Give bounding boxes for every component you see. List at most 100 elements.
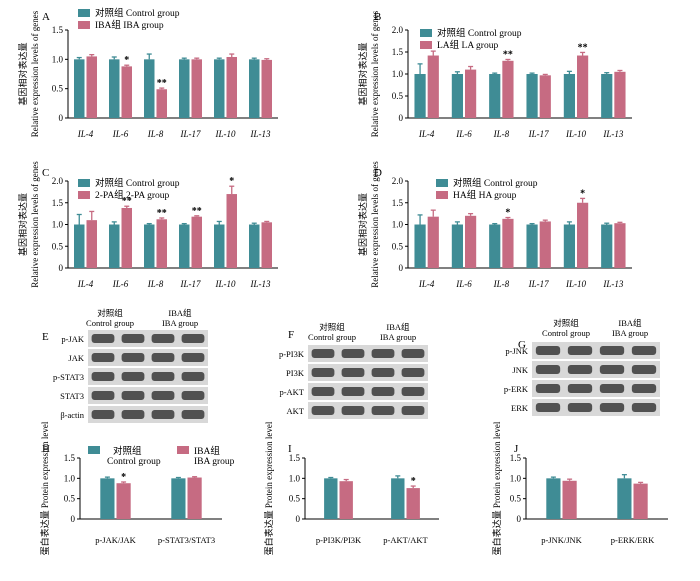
bar bbox=[465, 69, 477, 118]
blot-row-label: p-JAK bbox=[61, 334, 85, 344]
significance-mark: ** bbox=[192, 206, 202, 217]
y-axis-label: 基因相对表达量 bbox=[17, 193, 28, 256]
legend-swatch bbox=[78, 179, 90, 187]
blot-band bbox=[401, 406, 425, 415]
y-axis-label: 基因相对表达量 bbox=[357, 193, 368, 256]
blot-row-label: JAK bbox=[68, 353, 84, 363]
panel-label: D bbox=[374, 167, 382, 179]
bar bbox=[249, 59, 260, 118]
bar bbox=[171, 478, 186, 519]
legend-label: 2-PA组 2-PA group bbox=[95, 189, 170, 201]
blot-band bbox=[567, 365, 593, 374]
x-tick-label: IL-10 bbox=[565, 129, 586, 139]
x-tick-label: IL-17 bbox=[528, 129, 549, 139]
blot-strip bbox=[88, 330, 208, 347]
y-tick-label: 0.5 bbox=[52, 241, 64, 251]
panel-label: H bbox=[42, 443, 50, 455]
y-axis-label: 蛋白表达量 Protein expression level bbox=[39, 421, 50, 555]
blot-band bbox=[599, 403, 625, 412]
blot-band bbox=[91, 391, 115, 400]
blot-band bbox=[401, 349, 425, 358]
x-tick-label: p-PI3K/PI3K bbox=[316, 535, 362, 545]
blot-band bbox=[121, 334, 145, 343]
blot-strip bbox=[88, 387, 208, 404]
blot-header: Control group bbox=[308, 332, 356, 342]
y-tick-label: 1.5 bbox=[392, 198, 404, 208]
blot-header: IBA group bbox=[380, 332, 416, 342]
blot-band bbox=[631, 403, 657, 412]
blot-band bbox=[341, 349, 365, 358]
blot-strip bbox=[88, 349, 208, 366]
x-tick-label: p-ERK/ERK bbox=[611, 535, 655, 545]
y-tick-label: 0.5 bbox=[289, 494, 301, 504]
bar bbox=[546, 478, 561, 519]
x-tick-label: IL-6 bbox=[112, 129, 129, 139]
x-tick-label: p-STAT3/STAT3 bbox=[158, 535, 215, 545]
blot-strip bbox=[308, 345, 428, 362]
y-tick-label: 0.5 bbox=[64, 494, 76, 504]
blot-header: IBA组 bbox=[168, 308, 192, 318]
y-tick-label: 1.5 bbox=[52, 25, 64, 35]
y-tick-label: 1.5 bbox=[392, 47, 404, 57]
x-tick-label: IL-4 bbox=[77, 129, 94, 139]
blot-band bbox=[181, 372, 205, 381]
legend-swatch bbox=[436, 179, 448, 187]
significance-mark: * bbox=[505, 208, 510, 219]
blot-band bbox=[181, 410, 205, 419]
bar bbox=[617, 478, 632, 519]
legend-label: 对照组 Control group bbox=[437, 27, 522, 39]
bar bbox=[156, 219, 167, 268]
y-tick-label: 1.0 bbox=[510, 473, 522, 483]
bar bbox=[179, 59, 190, 118]
y-axis-label: 蛋白表达量 Protein expression level bbox=[263, 421, 274, 555]
blot-band bbox=[91, 410, 115, 419]
y-tick-label: 1.5 bbox=[52, 198, 64, 208]
bar bbox=[451, 74, 463, 118]
x-tick-label: p-AKT/AKT bbox=[383, 535, 428, 545]
bar bbox=[324, 478, 338, 519]
blot-band bbox=[567, 403, 593, 412]
bar bbox=[100, 478, 115, 519]
y-tick-label: 0 bbox=[296, 514, 301, 524]
panel-label: B bbox=[374, 11, 381, 23]
chart-panel-D: D 0 0.5 1.0 1.5 2.0 基因相对表达量 Relative expression… bbox=[357, 161, 632, 289]
bar bbox=[191, 59, 202, 118]
bar bbox=[86, 220, 97, 268]
blot-header: Control group bbox=[86, 318, 134, 328]
blot-band bbox=[181, 391, 205, 400]
blot-band bbox=[535, 346, 561, 355]
bar bbox=[109, 59, 120, 118]
bar bbox=[451, 224, 463, 268]
blot-strip bbox=[532, 342, 660, 359]
blot-band bbox=[535, 384, 561, 393]
blot-band bbox=[371, 349, 395, 358]
bar bbox=[539, 75, 551, 118]
y-axis-label: 蛋白表达量 Protein expression level bbox=[491, 421, 502, 555]
bar bbox=[614, 223, 626, 268]
significance-mark: ** bbox=[157, 78, 167, 89]
blot-band bbox=[371, 406, 395, 415]
x-tick-label: IL-6 bbox=[112, 279, 129, 289]
blot-band bbox=[401, 387, 425, 396]
legend-label: 对照组 Control group bbox=[453, 177, 538, 189]
bar bbox=[121, 66, 132, 118]
panel-label: E bbox=[42, 331, 49, 343]
bar bbox=[191, 216, 202, 268]
blot-row-label: p-ERK bbox=[504, 384, 529, 394]
x-tick-label: IL-17 bbox=[180, 279, 201, 289]
y-tick-label: 1.5 bbox=[64, 453, 76, 463]
blot-band bbox=[91, 353, 115, 362]
legend-label: LA组 LA group bbox=[437, 39, 498, 51]
bar bbox=[414, 74, 426, 118]
bar bbox=[74, 59, 85, 118]
blot-row-label: p-PI3K bbox=[279, 349, 305, 359]
y-axis-label: 基因相对表达量 bbox=[357, 42, 368, 105]
bar bbox=[109, 224, 120, 268]
y-axis-label: 基因相对表达量 bbox=[17, 42, 28, 105]
bar bbox=[74, 224, 85, 268]
panel-label: I bbox=[288, 443, 292, 455]
bar bbox=[214, 224, 225, 268]
panel-label: J bbox=[514, 443, 519, 455]
bar bbox=[414, 224, 426, 268]
legend-swatch bbox=[78, 9, 90, 17]
